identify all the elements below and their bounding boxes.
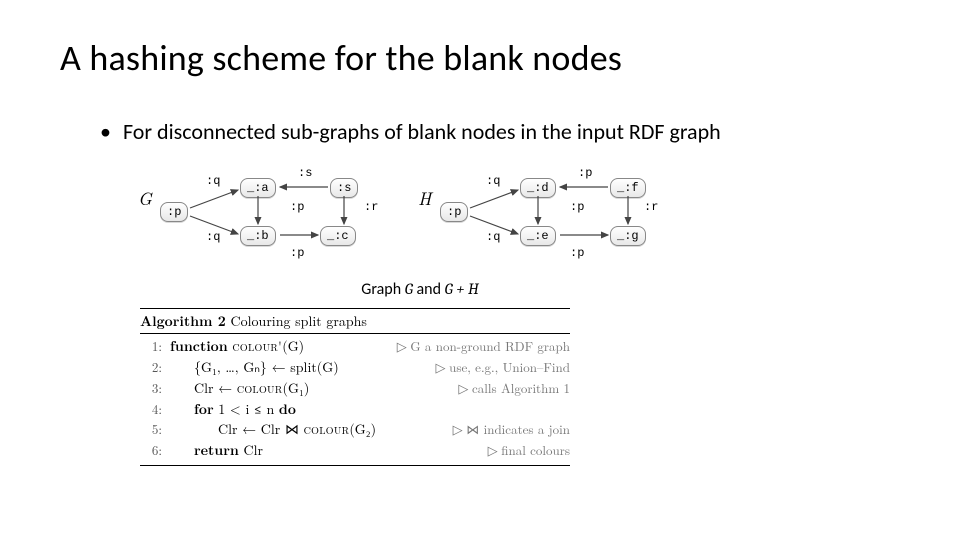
algorithm-name: Colouring split graphs — [226, 311, 367, 331]
algorithm-title: Algorithm 2 Colouring split graphs — [140, 309, 570, 333]
algo-comment: ▷ G a non-ground RDF graph — [387, 336, 570, 357]
bullet-text: For disconnected sub-graphs of blank nod… — [123, 118, 721, 145]
algorithm-box: Algorithm 2 Colouring split graphs 1:fun… — [140, 308, 570, 466]
figcaption-G: G — [405, 280, 413, 298]
figcaption-mid: and — [413, 280, 445, 299]
bullet-marker: • — [100, 118, 118, 145]
line-number: 6: — [140, 440, 162, 460]
algo-code: Clr ← Clr ⋈ colour(G₂) — [162, 419, 376, 439]
algo-comment: ▷ ⋈ indicates a join — [443, 419, 570, 440]
figcaption-prefix: Graph — [361, 280, 404, 299]
graph-arrows — [140, 160, 700, 270]
figure-caption: Graph G and G + H — [140, 280, 700, 299]
algo-line: 6:return Clr ▷ final colours — [140, 440, 570, 461]
line-number: 4: — [140, 399, 162, 419]
algo-line: 3:Clr ← colour(G₁) ▷ calls Algorithm 1 — [140, 378, 570, 399]
algo-comment: ▷ calls Algorithm 1 — [448, 378, 570, 399]
line-number: 3: — [140, 378, 162, 398]
algo-code: function colour'(G) — [162, 336, 304, 356]
slide-title: A hashing scheme for the blank nodes — [60, 36, 622, 80]
line-number: 5: — [140, 419, 162, 439]
algorithm-number: Algorithm 2 — [140, 311, 226, 331]
algo-code: Clr ← colour(G₁) — [162, 378, 309, 398]
algo-code: return Clr — [162, 440, 263, 460]
algo-code: for 1 < i ≤ n do — [162, 399, 296, 419]
algo-line: 4:for 1 < i ≤ n do — [140, 399, 570, 419]
algo-line: 5:Clr ← Clr ⋈ colour(G₂) ▷ ⋈ indicates a … — [140, 419, 570, 440]
algo-comment: ▷ use, e.g., Union–Find — [426, 357, 571, 378]
algo-line: 1:function colour'(G) ▷ G a non-ground RD… — [140, 336, 570, 357]
line-number: 1: — [140, 336, 162, 356]
figcaption-GH: G + H — [445, 280, 479, 298]
algo-code: {G₁, …, Gₙ} ← split(G) — [162, 357, 339, 377]
bullet-item: • For disconnected sub-graphs of blank n… — [100, 118, 721, 145]
graphs-figure: G H :p _:a _:b :s _:c :p _:d _:e _:f _:g… — [140, 160, 700, 270]
algo-line: 2:{G₁, …, Gₙ} ← split(G) ▷ use, e.g., Uni… — [140, 357, 570, 378]
line-number: 2: — [140, 357, 162, 377]
algo-comment: ▷ final colours — [478, 440, 570, 461]
